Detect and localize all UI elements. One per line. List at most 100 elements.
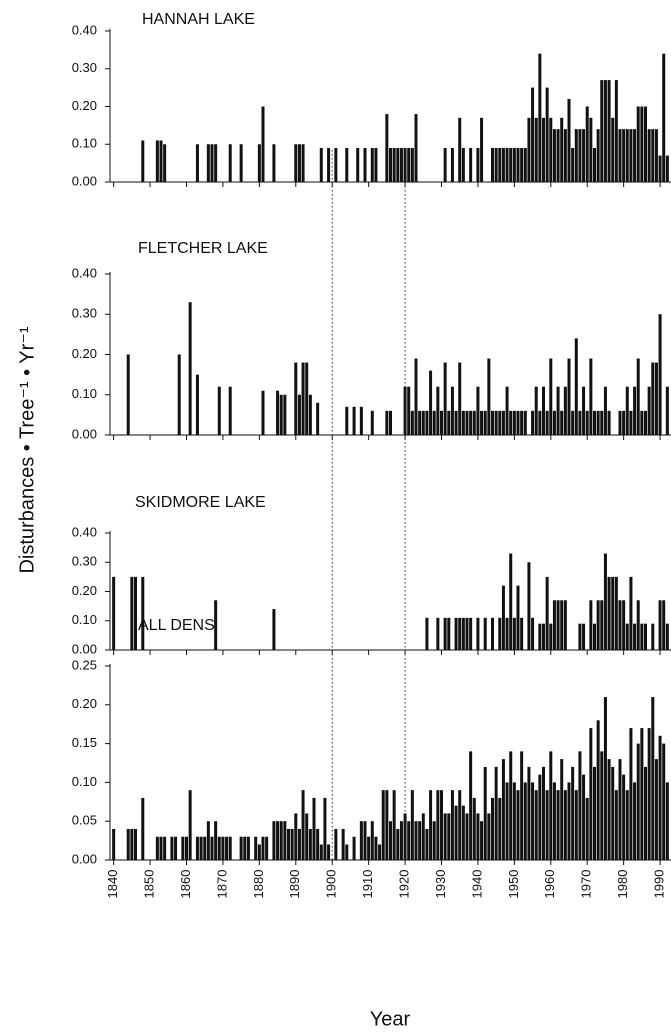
bar: [389, 410, 392, 435]
bar: [509, 553, 513, 650]
bar: [210, 836, 214, 860]
bar: [512, 617, 516, 650]
x-tick-label: 1900: [324, 870, 339, 899]
bar: [603, 386, 607, 435]
bar: [378, 844, 382, 860]
bar: [396, 148, 400, 182]
bar: [276, 821, 280, 860]
bar: [217, 386, 221, 435]
bar: [538, 623, 542, 650]
bar: [552, 782, 556, 860]
bar: [596, 129, 600, 182]
bar: [389, 821, 392, 860]
bar: [126, 828, 130, 860]
bar: [458, 362, 462, 435]
bar: [607, 759, 611, 860]
bar: [141, 140, 145, 182]
bar: [622, 129, 626, 182]
bar: [476, 148, 480, 182]
bar: [469, 751, 473, 860]
bar: [665, 782, 669, 860]
bar: [185, 836, 188, 860]
x-tick-label: 1970: [579, 870, 594, 899]
bar: [458, 617, 462, 650]
bar: [556, 600, 560, 650]
bar: [399, 148, 403, 182]
bar: [665, 623, 669, 650]
bar: [254, 836, 258, 860]
bar: [461, 805, 465, 860]
bar: [658, 155, 662, 182]
bar: [469, 617, 473, 650]
bar: [454, 617, 458, 650]
bar: [574, 790, 578, 860]
bar: [279, 394, 283, 435]
bar: [312, 797, 316, 860]
bar: [512, 410, 516, 435]
bar: [410, 410, 414, 435]
bar: [625, 790, 629, 860]
bar: [644, 766, 647, 860]
bar: [662, 53, 666, 183]
bar: [407, 821, 411, 860]
y-tick-label: 0.40: [72, 22, 97, 37]
bar: [647, 728, 651, 860]
bar: [523, 410, 527, 435]
bar: [534, 117, 538, 182]
bar: [549, 623, 553, 650]
bar: [443, 617, 447, 650]
y-tick-label: 0.40: [72, 265, 97, 280]
bar: [593, 410, 596, 435]
bar: [440, 410, 443, 435]
bar: [301, 362, 305, 435]
bar: [363, 821, 367, 860]
bar: [214, 821, 218, 860]
bar: [560, 410, 564, 435]
bar: [214, 144, 218, 182]
bar: [381, 790, 385, 860]
bar: [389, 148, 392, 182]
bar: [505, 386, 509, 435]
bar: [516, 585, 520, 650]
bar: [618, 759, 622, 860]
bar: [155, 140, 159, 182]
bar: [498, 410, 502, 435]
bar: [461, 617, 465, 650]
y-tick-label: 0.30: [72, 60, 97, 75]
bar: [578, 623, 582, 650]
bar: [476, 617, 480, 650]
bar: [552, 129, 556, 182]
bar: [640, 410, 644, 435]
bar: [174, 836, 178, 860]
bar: [385, 410, 389, 435]
bar: [582, 129, 586, 182]
x-tick-label: 1840: [105, 870, 120, 899]
bar: [261, 106, 265, 182]
y-axis-label: Disturbances • Tree⁻¹ • Yr⁻¹: [16, 326, 38, 573]
bar: [429, 370, 433, 435]
y-tick-label: 0.10: [72, 612, 97, 627]
bar: [294, 144, 298, 182]
bar: [563, 600, 567, 650]
bar: [195, 374, 199, 435]
bar: [542, 386, 545, 435]
bar: [589, 728, 593, 860]
bar: [622, 410, 626, 435]
bar: [458, 790, 462, 860]
bar: [206, 821, 210, 860]
y-tick-label: 0.00: [72, 426, 97, 441]
bar: [425, 617, 429, 650]
bar: [421, 410, 425, 435]
bar: [567, 782, 571, 860]
bar: [316, 402, 320, 435]
bar: [552, 410, 556, 435]
bar: [552, 600, 556, 650]
bar: [625, 386, 629, 435]
bar: [603, 553, 607, 650]
bar: [432, 410, 436, 435]
y-tick-label: 0.10: [72, 774, 97, 789]
bar: [443, 813, 447, 860]
y-tick-label: 0.10: [72, 386, 97, 401]
bar: [265, 836, 269, 860]
